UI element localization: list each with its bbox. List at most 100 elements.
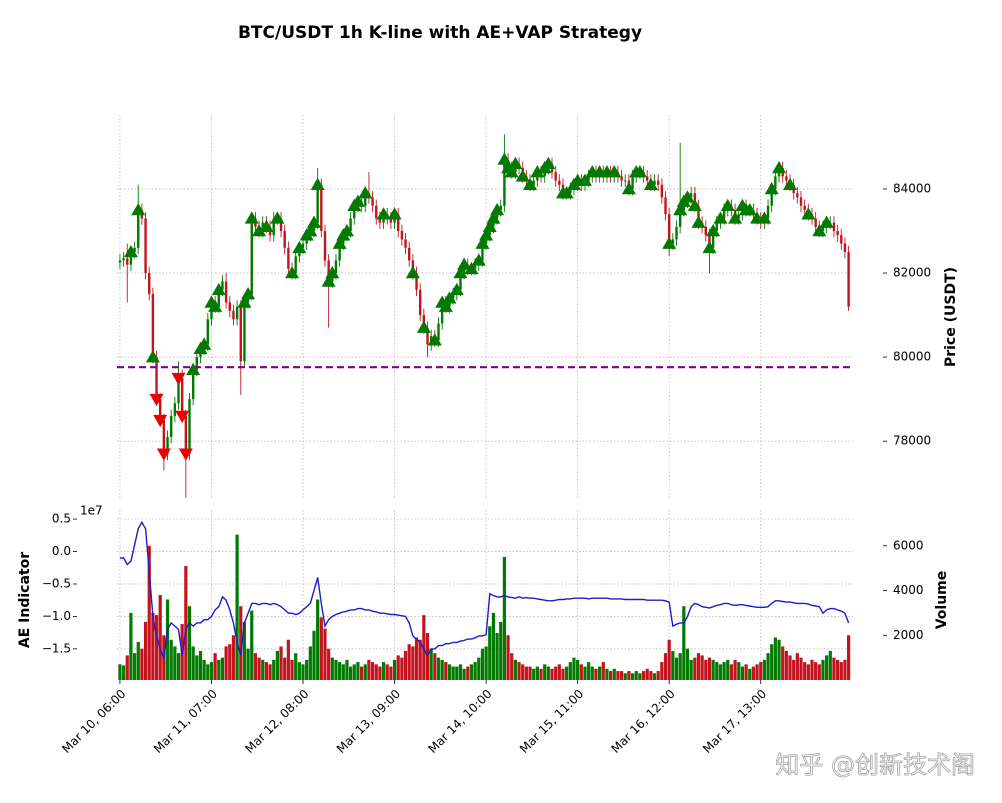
candle-body (320, 184, 323, 232)
candle-body (294, 256, 297, 274)
watermark: 知乎 @创新技术阁 (775, 751, 975, 779)
volume-bar (352, 664, 356, 680)
candle-body (378, 218, 382, 223)
sell-marker (156, 448, 171, 461)
volume-bar (587, 662, 591, 680)
candle-body (279, 218, 283, 232)
volume-bar (466, 666, 470, 680)
buy-marker (523, 177, 538, 191)
candle-body (228, 302, 231, 311)
volume-bar (645, 668, 649, 680)
volume-bar (136, 641, 140, 680)
buy-marker (252, 224, 267, 237)
volume-bar (524, 666, 528, 680)
volume-bar (682, 606, 686, 680)
y-tick-label: 84000 (893, 181, 931, 195)
volume-bar (389, 666, 393, 680)
buy-marker (508, 156, 523, 170)
candle-body (323, 231, 327, 261)
candle-body (418, 289, 422, 316)
buy-marker (515, 169, 530, 182)
volume-bar (660, 662, 664, 680)
volume-bar (693, 657, 697, 680)
volume-bar (781, 646, 785, 680)
volume-bar (689, 659, 693, 680)
buy-marker (541, 156, 556, 170)
candle-body (224, 281, 228, 303)
volume-bar (828, 650, 832, 680)
volume-bar (748, 668, 752, 680)
volume-bar (301, 664, 305, 680)
volume-bar (729, 664, 734, 680)
sell-marker (149, 393, 164, 407)
volume-bar (649, 671, 653, 680)
buy-marker (680, 190, 695, 203)
candle-body (711, 231, 715, 248)
candle-body (129, 252, 133, 265)
volume-bar (740, 666, 745, 680)
volume-bar (612, 668, 616, 680)
candle-body (843, 243, 847, 253)
candle-body (287, 247, 290, 269)
volume-bar (528, 666, 532, 680)
candle-body (195, 357, 199, 370)
volume-bar (608, 671, 613, 680)
volume-bar (619, 671, 624, 680)
candle-body (151, 294, 155, 358)
buy-marker (643, 177, 658, 191)
buy-marker (464, 261, 479, 275)
volume-bar (799, 657, 803, 680)
volume-bar (568, 662, 572, 680)
buy-marker (687, 198, 702, 212)
volume-bar (726, 659, 730, 680)
buy-marker (350, 194, 365, 207)
y2-tick-label: 4000 (893, 583, 924, 597)
volume-bar (228, 644, 232, 680)
candle-body (375, 205, 378, 219)
volume-bar (220, 657, 225, 680)
y2-axis-label: Volume (934, 571, 950, 630)
volume-bar (674, 657, 679, 680)
candle-body (162, 420, 166, 454)
volume-bar (294, 653, 298, 680)
volume-bar (825, 655, 829, 680)
candle-body (173, 403, 177, 416)
volume-bar (707, 657, 712, 680)
candle-body (166, 436, 169, 454)
volume-bar (125, 655, 129, 680)
volume-bar (473, 662, 477, 680)
buy-marker (292, 240, 307, 254)
buy-marker (662, 236, 677, 249)
candle-body (473, 264, 477, 269)
volume-bar (407, 644, 411, 680)
buy-marker (416, 320, 431, 333)
volume-bar (360, 666, 364, 680)
candle-body (250, 218, 253, 295)
buy-marker (691, 215, 706, 228)
candle-body (169, 415, 173, 437)
candle-body (671, 239, 675, 244)
volume-bar (239, 606, 243, 680)
buy-marker (405, 266, 420, 279)
volume-bar (261, 659, 265, 680)
buy-marker (358, 186, 373, 199)
candle-body (796, 193, 799, 198)
volume-bar (147, 545, 151, 680)
volume-bar (151, 612, 155, 680)
candle-body (148, 273, 151, 295)
volume-bar (484, 646, 488, 680)
volume-bar (338, 662, 342, 680)
buy-marker (801, 207, 816, 220)
candle-body (689, 193, 693, 198)
volume-bar (436, 657, 441, 680)
volume-bar (623, 673, 627, 680)
volume-bar (839, 662, 843, 680)
buy-marker (387, 207, 402, 220)
volume-bar (762, 659, 766, 680)
volume-bar (678, 653, 682, 680)
buy-marker (706, 224, 721, 237)
candle-body (177, 378, 180, 404)
volume-bar (217, 659, 221, 680)
candle-body (137, 209, 140, 248)
sell-marker (171, 372, 186, 386)
